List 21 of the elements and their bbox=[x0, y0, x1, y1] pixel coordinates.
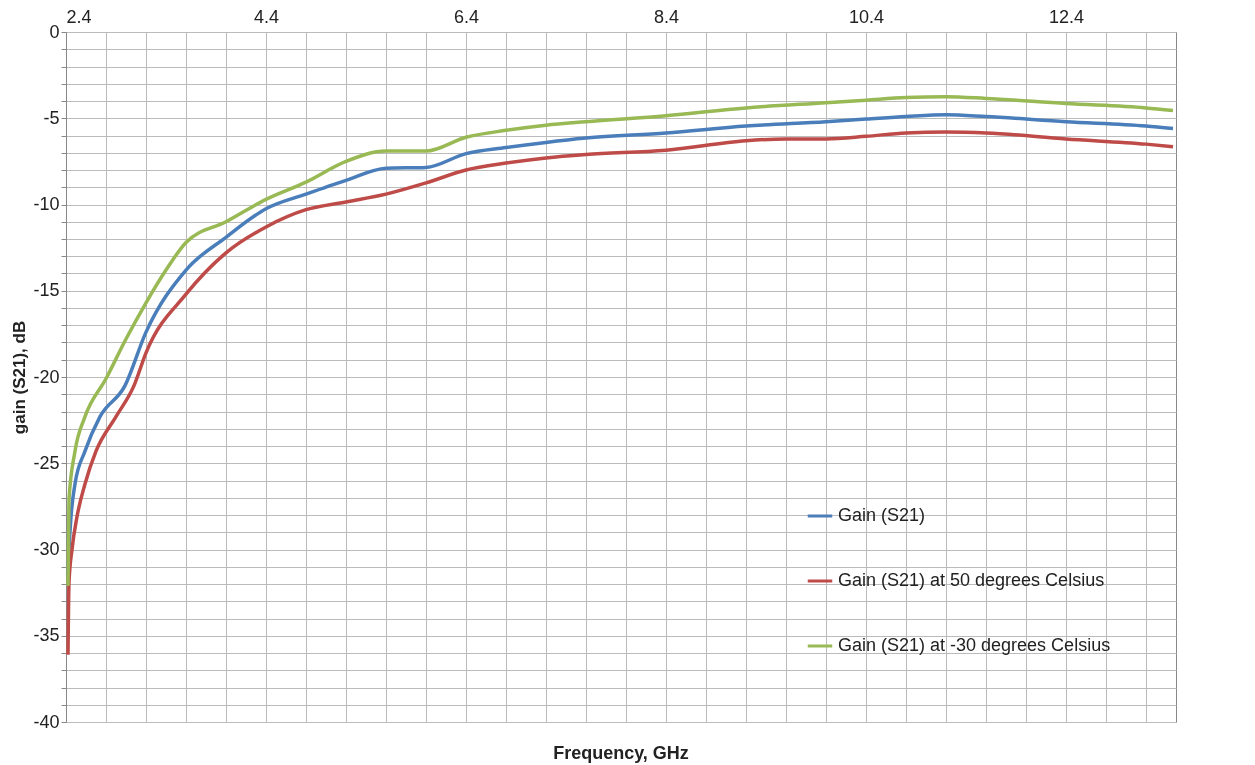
line-series bbox=[66, 130, 1175, 657]
x-tick-label: 2.4 bbox=[66, 6, 92, 27]
y-tick-label: -25 bbox=[33, 452, 60, 473]
x-tick-label: 8.4 bbox=[653, 6, 680, 27]
x-axis-title: Frequency, GHz bbox=[553, 743, 689, 763]
y-tick-label: -15 bbox=[33, 280, 60, 301]
x-tick-label: 4.4 bbox=[253, 6, 280, 27]
y-tick-label: -30 bbox=[33, 539, 60, 559]
legend-label: Gain (S21) at -30 degrees Celsius bbox=[838, 635, 1111, 655]
legend-label: Gain (S21) at 50 degrees Celsius bbox=[838, 570, 1105, 590]
y-tick-label: 0 bbox=[49, 21, 60, 42]
y-tick-label: -40 bbox=[33, 711, 60, 732]
x-tick-label: 6.4 bbox=[453, 6, 480, 27]
y-tick-label: -35 bbox=[33, 625, 60, 646]
y-tick-label: -20 bbox=[33, 366, 60, 387]
y-tick-label: -10 bbox=[33, 194, 60, 214]
y-tick-label: -5 bbox=[43, 107, 60, 128]
legend-label: Gain (S21) bbox=[838, 505, 926, 525]
x-tick-label: 10.4 bbox=[848, 6, 885, 27]
y-axis-title: gain (S21), dB bbox=[10, 320, 30, 435]
x-tick-label: 12.4 bbox=[1048, 6, 1085, 27]
